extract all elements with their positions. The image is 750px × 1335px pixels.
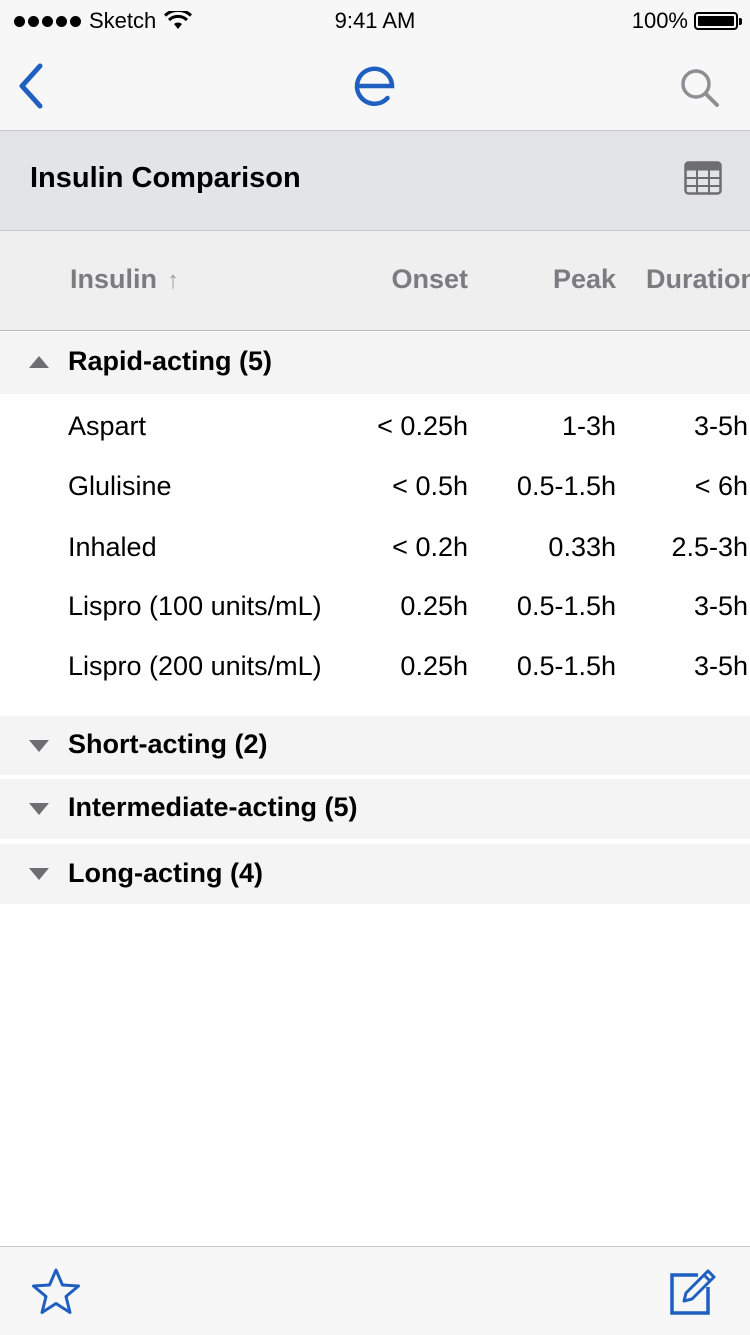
cell-duration: 3-5h bbox=[693, 411, 748, 441]
carrier-name: Sketch bbox=[89, 8, 157, 33]
cell-peak: 1-3h bbox=[561, 411, 616, 441]
caret-down-icon bbox=[29, 868, 49, 880]
group-label: Intermediate-acting (5) bbox=[68, 792, 358, 822]
battery-icon bbox=[694, 12, 742, 30]
table-row[interactable]: Lispro (100 units/mL) 0.25h 0.5-1.5h 3-5… bbox=[0, 577, 750, 637]
column-insulin-label: Insulin bbox=[70, 264, 157, 294]
column-peak[interactable]: Peak bbox=[552, 264, 616, 294]
group-label: Rapid-acting (5) bbox=[68, 346, 273, 376]
cell-duration: 2.5-3h bbox=[671, 532, 748, 562]
table-row[interactable]: Glulisine < 0.5h 0.5-1.5h < 6h bbox=[0, 457, 750, 517]
app-logo bbox=[0, 60, 750, 110]
status-time: 9:41 AM bbox=[334, 8, 416, 33]
column-duration[interactable]: Duration bbox=[646, 264, 750, 294]
sort-ascending-icon: ↑ bbox=[167, 267, 179, 294]
nav-bar bbox=[0, 40, 750, 131]
table-row[interactable]: Lispro (200 units/mL) 0.25h 0.5-1.5h 3-5… bbox=[0, 637, 750, 697]
wifi-icon bbox=[164, 11, 193, 29]
group-header-short-acting[interactable]: Short-acting (2) bbox=[0, 716, 750, 775]
section-title-bar: Insulin Comparison bbox=[0, 131, 750, 231]
caret-down-icon bbox=[29, 740, 49, 752]
cell-insulin: Lispro (200 units/mL) bbox=[68, 651, 322, 681]
edit-button[interactable] bbox=[668, 1265, 718, 1317]
cell-insulin: Inhaled bbox=[68, 532, 157, 562]
status-bar: Sketch 9:41 AM 100% bbox=[0, 0, 750, 40]
cell-insulin: Aspart bbox=[68, 411, 147, 441]
page-title: Insulin Comparison bbox=[30, 162, 301, 194]
caret-down-icon bbox=[29, 803, 49, 815]
favorite-button[interactable] bbox=[30, 1267, 82, 1317]
table-row[interactable]: Aspart < 0.25h 1-3h 3-5h bbox=[0, 397, 750, 457]
cell-onset: 0.25h bbox=[400, 651, 468, 681]
back-button[interactable] bbox=[14, 62, 50, 110]
column-onset[interactable]: Onset bbox=[391, 264, 468, 294]
cell-onset: < 0.2h bbox=[392, 532, 468, 562]
search-icon bbox=[681, 69, 719, 107]
chevron-left-icon bbox=[19, 63, 43, 109]
cell-duration: < 6h bbox=[694, 471, 748, 501]
table-view-button[interactable] bbox=[684, 161, 722, 195]
group-label: Long-acting (4) bbox=[68, 858, 263, 888]
group-header-intermediate-acting[interactable]: Intermediate-acting (5) bbox=[0, 779, 750, 839]
logo-e-icon bbox=[354, 66, 395, 107]
bottom-toolbar bbox=[0, 1246, 750, 1335]
cell-onset: < 0.5h bbox=[392, 471, 468, 501]
cell-peak: 0.5-1.5h bbox=[516, 471, 616, 501]
cell-onset: 0.25h bbox=[400, 591, 468, 621]
group-label: Short-acting (2) bbox=[68, 729, 268, 759]
cell-duration: 3-5h bbox=[693, 651, 748, 681]
cell-onset: < 0.25h bbox=[377, 411, 468, 441]
star-icon bbox=[32, 1268, 80, 1314]
cell-insulin: Glulisine bbox=[68, 471, 172, 501]
status-left: Sketch bbox=[14, 8, 193, 34]
cell-insulin: Lispro (100 units/mL) bbox=[68, 591, 322, 621]
table-column-header: Insulin ↑ Onset Peak Duration bbox=[0, 231, 750, 331]
caret-up-icon bbox=[29, 356, 49, 368]
cell-peak: 0.5-1.5h bbox=[516, 651, 616, 681]
column-insulin[interactable]: Insulin ↑ bbox=[70, 264, 179, 295]
signal-dots-icon bbox=[14, 15, 81, 27]
battery-percent: 100% bbox=[631, 8, 688, 33]
edit-icon bbox=[670, 1269, 716, 1315]
cell-peak: 0.33h bbox=[548, 532, 616, 562]
cell-duration: 3-5h bbox=[693, 591, 748, 621]
search-button[interactable] bbox=[678, 66, 722, 110]
table-row[interactable]: Inhaled < 0.2h 0.33h 2.5-3h bbox=[0, 518, 750, 578]
group-header-rapid-acting[interactable]: Rapid-acting (5) bbox=[0, 332, 750, 394]
cell-peak: 0.5-1.5h bbox=[516, 591, 616, 621]
table-icon bbox=[684, 161, 722, 195]
status-right: 100% bbox=[631, 8, 742, 34]
group-header-long-acting[interactable]: Long-acting (4) bbox=[0, 844, 750, 904]
